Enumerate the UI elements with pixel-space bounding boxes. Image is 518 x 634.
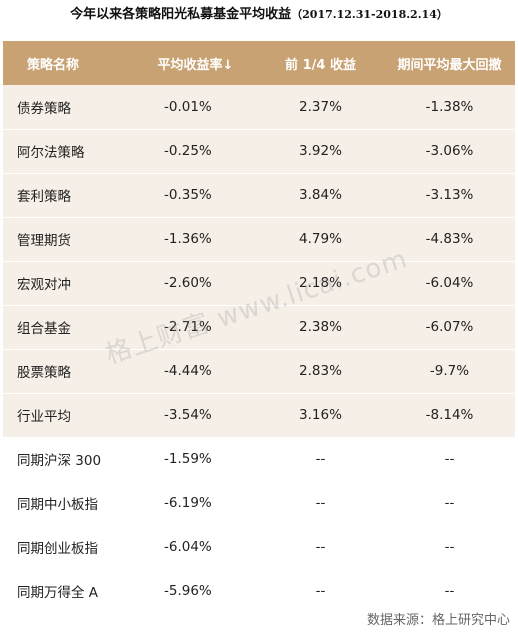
row-avg-return: -0.01%: [134, 85, 257, 130]
row-name: 组合基金: [3, 305, 134, 350]
table-row: 阿尔法策略 -0.25% 3.92% -3.06%: [3, 129, 515, 174]
row-top-quarter: 2.37%: [257, 85, 384, 130]
row-max-drawdown: -4.83%: [384, 217, 515, 262]
row-top-quarter: 2.83%: [257, 349, 384, 394]
page-title: 今年以来各策略阳光私募基金平均收益（2017.12.31-2018.2.14）: [0, 4, 518, 26]
table-header-row: 策略名称 平均收益率↓ 前 1/4 收益 期间平均最大回撤: [3, 41, 515, 85]
row-top-quarter: 2.18%: [257, 261, 384, 306]
row-name: 行业平均: [3, 393, 134, 438]
row-avg-return: -6.19%: [134, 481, 257, 526]
table-row: 管理期货 -1.36% 4.79% -4.83%: [3, 217, 515, 262]
row-top-quarter: 2.38%: [257, 305, 384, 350]
row-name: 同期万得全 A: [3, 569, 134, 614]
table-row: 股票策略 -4.44% 2.83% -9.7%: [3, 349, 515, 394]
row-top-quarter: 3.16%: [257, 393, 384, 438]
row-top-quarter: 3.84%: [257, 173, 384, 218]
row-avg-return: -2.60%: [134, 261, 257, 306]
row-max-drawdown: --: [384, 437, 515, 482]
row-avg-return: -5.96%: [134, 569, 257, 614]
header-max-drawdown: 期间平均最大回撤: [384, 41, 515, 85]
row-avg-return: -3.54%: [134, 393, 257, 438]
row-name: 同期中小板指: [3, 481, 134, 526]
table-row: 债券策略 -0.01% 2.37% -1.38%: [3, 85, 515, 130]
table-row: 宏观对冲 -2.60% 2.18% -6.04%: [3, 261, 515, 306]
row-max-drawdown: -6.04%: [384, 261, 515, 306]
row-max-drawdown: -8.14%: [384, 393, 515, 438]
row-avg-return: -6.04%: [134, 525, 257, 570]
row-max-drawdown: -3.06%: [384, 129, 515, 174]
row-max-drawdown: -6.07%: [384, 305, 515, 350]
header-top-quarter: 前 1/4 收益: [257, 41, 384, 85]
table-row: 行业平均 -3.54% 3.16% -8.14%: [3, 393, 515, 438]
row-name: 股票策略: [3, 349, 134, 394]
row-name: 债券策略: [3, 85, 134, 130]
row-name: 阿尔法策略: [3, 129, 134, 174]
row-top-quarter: --: [257, 569, 384, 614]
table-row: 同期创业板指 -6.04% -- --: [3, 525, 515, 570]
table-row: 组合基金 -2.71% 2.38% -6.07%: [3, 305, 515, 350]
row-max-drawdown: -3.13%: [384, 173, 515, 218]
row-max-drawdown: --: [384, 481, 515, 526]
title-main: 今年以来各策略阳光私募基金平均收益: [70, 7, 292, 22]
row-max-drawdown: --: [384, 569, 515, 614]
row-top-quarter: 3.92%: [257, 129, 384, 174]
row-avg-return: -4.44%: [134, 349, 257, 394]
table-body: 债券策略 -0.01% 2.37% -1.38% 阿尔法策略 -0.25% 3.92% -3.…: [3, 85, 515, 614]
row-name: 宏观对冲: [3, 261, 134, 306]
row-avg-return: -1.59%: [134, 437, 257, 482]
data-source-note: 数据来源：格上研究中心: [366, 613, 510, 628]
row-name: 套利策略: [3, 173, 134, 218]
row-top-quarter: 4.79%: [257, 217, 384, 262]
table-row: 同期沪深 300 -1.59% -- --: [3, 437, 515, 482]
row-avg-return: -0.35%: [134, 173, 257, 218]
row-top-quarter: --: [257, 481, 384, 526]
returns-table: 策略名称 平均收益率↓ 前 1/4 收益 期间平均最大回撤 债券策略 -0.01%…: [3, 41, 515, 614]
table-row: 同期中小板指 -6.19% -- --: [3, 481, 515, 526]
table-row: 套利策略 -0.35% 3.84% -3.13%: [3, 173, 515, 218]
row-avg-return: -0.25%: [134, 129, 257, 174]
row-name: 同期沪深 300: [3, 437, 134, 482]
row-name: 同期创业板指: [3, 525, 134, 570]
row-avg-return: -1.36%: [134, 217, 257, 262]
table-row: 同期万得全 A -5.96% -- --: [3, 569, 515, 614]
row-name: 管理期货: [3, 217, 134, 262]
row-top-quarter: --: [257, 525, 384, 570]
row-max-drawdown: --: [384, 525, 515, 570]
row-top-quarter: --: [257, 437, 384, 482]
row-max-drawdown: -1.38%: [384, 85, 515, 130]
title-date-range: （2017.12.31-2018.2.14）: [291, 8, 448, 21]
header-strategy-name: 策略名称: [3, 41, 134, 85]
header-avg-return[interactable]: 平均收益率↓: [134, 41, 257, 85]
row-avg-return: -2.71%: [134, 305, 257, 350]
row-max-drawdown: -9.7%: [384, 349, 515, 394]
